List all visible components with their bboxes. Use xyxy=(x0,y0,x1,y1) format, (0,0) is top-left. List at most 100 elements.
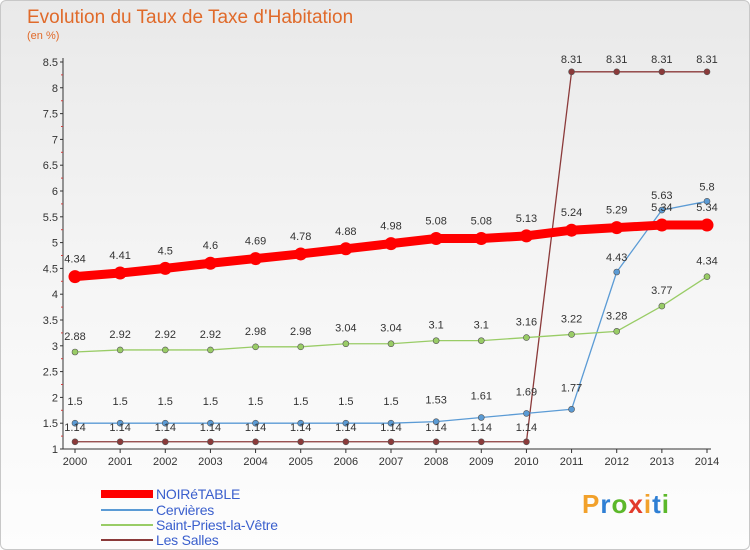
data-label: 8.31 xyxy=(561,54,582,66)
data-point xyxy=(116,419,124,427)
data-label: 1.5 xyxy=(248,396,263,408)
data-label: 1.5 xyxy=(338,396,353,408)
data-point xyxy=(387,419,395,427)
x-tick-label: 2008 xyxy=(424,456,448,468)
data-label: 1.5 xyxy=(203,396,218,408)
x-tick-label: 2014 xyxy=(695,456,719,468)
data-point xyxy=(700,218,714,232)
x-tick-label: 2011 xyxy=(560,456,584,468)
proxiti-logo: Proxiti xyxy=(582,489,670,520)
x-tick-label: 2000 xyxy=(63,456,87,468)
legend-item: Les Salles xyxy=(101,531,219,548)
chart-title: Evolution du Taux de Taxe d'Habitation xyxy=(27,7,354,28)
data-label: 2.92 xyxy=(155,329,176,341)
data-point xyxy=(703,198,711,205)
data-point xyxy=(658,68,666,76)
data-label: 1.77 xyxy=(561,382,582,394)
data-label: 4.41 xyxy=(109,250,130,262)
data-point xyxy=(339,242,353,256)
data-point xyxy=(113,266,127,280)
data-label: 5.8 xyxy=(699,181,714,193)
data-point xyxy=(161,419,169,427)
data-point xyxy=(252,419,259,427)
data-label: 4.88 xyxy=(335,226,356,238)
y-tick-label: 4.5 xyxy=(43,263,58,275)
data-label: 8.31 xyxy=(651,54,672,66)
data-label: 3.22 xyxy=(561,313,582,325)
legend-label: Les Salles xyxy=(156,531,219,548)
data-label: 1.14 xyxy=(245,422,266,434)
x-tick-label: 2001 xyxy=(108,456,132,468)
data-point xyxy=(203,256,217,270)
data-label: 4.5 xyxy=(158,245,173,257)
data-point xyxy=(610,221,624,235)
data-label: 1.14 xyxy=(155,422,176,434)
data-label: 1.5 xyxy=(158,396,173,408)
data-label: 1.14 xyxy=(290,422,311,434)
data-label: 5.24 xyxy=(561,207,582,219)
data-label: 3.04 xyxy=(380,323,401,335)
y-tick-label: 2.5 xyxy=(43,367,58,379)
data-point xyxy=(207,438,214,446)
data-point xyxy=(116,346,124,354)
data-label: 3.1 xyxy=(428,320,443,332)
legend-swatch xyxy=(101,508,153,511)
data-point xyxy=(294,247,308,261)
data-point xyxy=(568,68,575,76)
x-tick-label: 2006 xyxy=(334,456,358,468)
data-label: 1.5 xyxy=(293,396,308,408)
data-point xyxy=(252,343,259,351)
data-point xyxy=(342,419,350,427)
y-tick-label: 1 xyxy=(52,444,58,456)
chart-subtitle: (en %) xyxy=(27,30,60,42)
data-label: 1.53 xyxy=(425,395,446,407)
data-point xyxy=(568,331,575,338)
data-point xyxy=(432,438,440,446)
data-point xyxy=(249,252,263,266)
data-label: 5.29 xyxy=(606,205,627,217)
logo-letter: r xyxy=(600,489,612,519)
data-point xyxy=(207,346,214,354)
data-label: 5.63 xyxy=(651,190,672,202)
data-label: 3.16 xyxy=(516,317,537,329)
x-tick-label: 2002 xyxy=(153,456,177,468)
data-point xyxy=(658,302,666,310)
data-label: 8.31 xyxy=(606,54,627,66)
y-tick-label: 7.5 xyxy=(43,109,58,121)
data-label: 3.04 xyxy=(335,323,356,335)
data-point xyxy=(71,419,79,427)
y-tick-label: 3.5 xyxy=(43,315,58,327)
data-label: 1.61 xyxy=(471,391,492,403)
data-label: 1.14 xyxy=(516,422,537,434)
data-label: 2.98 xyxy=(290,326,311,338)
data-label: 4.34 xyxy=(696,256,717,268)
data-point xyxy=(703,68,711,76)
data-label: 1.69 xyxy=(516,386,537,398)
legend-item: Saint-Priest-la-Vêtre xyxy=(101,517,278,533)
data-point xyxy=(297,419,305,427)
data-label: 5.34 xyxy=(696,202,717,214)
data-label: 1.5 xyxy=(383,396,398,408)
data-label: 3.28 xyxy=(606,310,627,322)
data-point xyxy=(71,348,79,356)
data-label: 4.43 xyxy=(606,252,627,264)
logo-letter: x xyxy=(628,489,644,519)
data-point xyxy=(342,438,350,446)
legend-swatch xyxy=(101,538,153,541)
data-point xyxy=(568,405,575,413)
x-tick-label: 2013 xyxy=(650,456,674,468)
legend-item: Cervières xyxy=(101,502,214,518)
data-label: 4.34 xyxy=(64,254,85,266)
y-tick-label: 6.5 xyxy=(43,160,58,172)
data-point xyxy=(703,273,711,280)
data-point xyxy=(477,438,485,446)
y-tick-label: 2 xyxy=(52,392,58,404)
data-point xyxy=(161,438,169,446)
data-point xyxy=(519,229,533,243)
y-tick-label: 5 xyxy=(52,238,58,250)
data-label: 5.08 xyxy=(471,215,492,227)
data-label: 1.14 xyxy=(200,422,221,434)
data-label: 1.14 xyxy=(109,422,130,434)
